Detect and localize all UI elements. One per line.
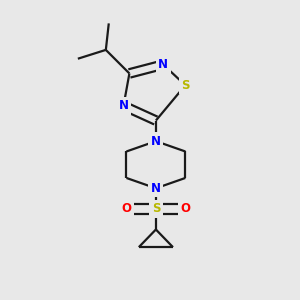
Text: N: N: [151, 182, 161, 195]
Text: S: S: [181, 79, 190, 92]
Text: S: S: [152, 202, 160, 215]
Text: N: N: [158, 58, 168, 71]
Text: N: N: [118, 99, 128, 112]
Text: O: O: [122, 202, 131, 215]
Text: N: N: [151, 135, 161, 148]
Text: O: O: [180, 202, 190, 215]
